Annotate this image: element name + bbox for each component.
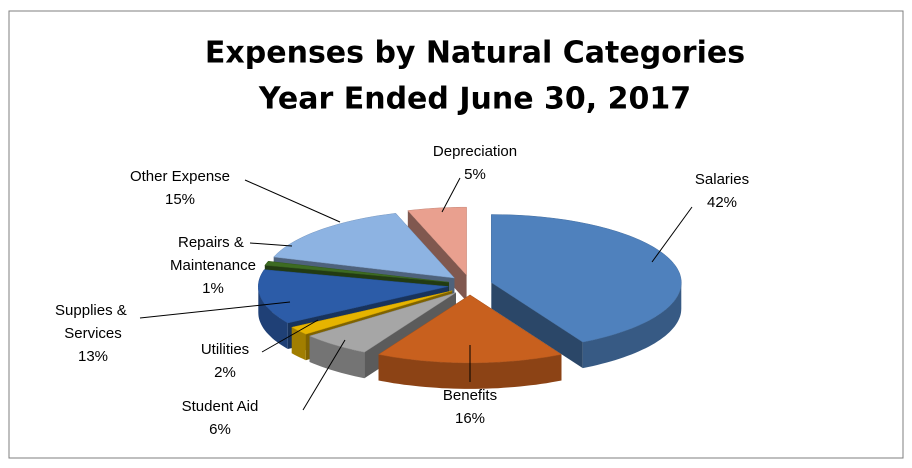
leader-line <box>302 339 346 411</box>
data-label-name: Utilities <box>201 341 249 358</box>
leader-line <box>651 206 693 263</box>
slice <box>308 292 457 353</box>
data-label-value: 6% <box>209 421 231 438</box>
slice <box>273 213 456 279</box>
slice <box>264 260 449 283</box>
slice-group <box>491 214 682 369</box>
data-label-value: 42% <box>707 194 737 211</box>
slice-side <box>309 336 365 379</box>
data-label-name: Supplies & Services <box>55 302 131 342</box>
chart-title: Expenses by Natural Categories <box>205 36 745 71</box>
slice <box>491 214 682 343</box>
data-label-name: Repairs & Maintenance <box>170 234 256 274</box>
data-label-value: 5% <box>464 166 486 183</box>
leader-line <box>139 301 291 319</box>
data-label-name: Student Aid <box>182 398 259 415</box>
slice-wall <box>491 282 583 369</box>
leader-line <box>244 179 341 223</box>
data-label-value: 16% <box>455 410 485 427</box>
data-label-name: Salaries <box>695 171 749 188</box>
data-label-name: Benefits <box>443 387 497 404</box>
chart-subtitle: Year Ended June 30, 2017 <box>258 82 691 117</box>
leader-line <box>249 242 293 247</box>
data-label-value: 13% <box>78 348 108 365</box>
data-label-value: 15% <box>165 191 195 208</box>
slice <box>407 206 467 276</box>
data-label-value: 2% <box>214 364 236 381</box>
data-label-value: 1% <box>202 280 224 297</box>
slice-side <box>258 286 288 349</box>
slice-side <box>291 327 306 361</box>
slice <box>258 269 449 324</box>
data-label-name: Other Expense <box>130 168 230 185</box>
slice-side <box>582 282 682 369</box>
data-label-name: Depreciation <box>433 143 517 160</box>
leader-line <box>441 177 461 213</box>
leader-line <box>261 319 319 353</box>
